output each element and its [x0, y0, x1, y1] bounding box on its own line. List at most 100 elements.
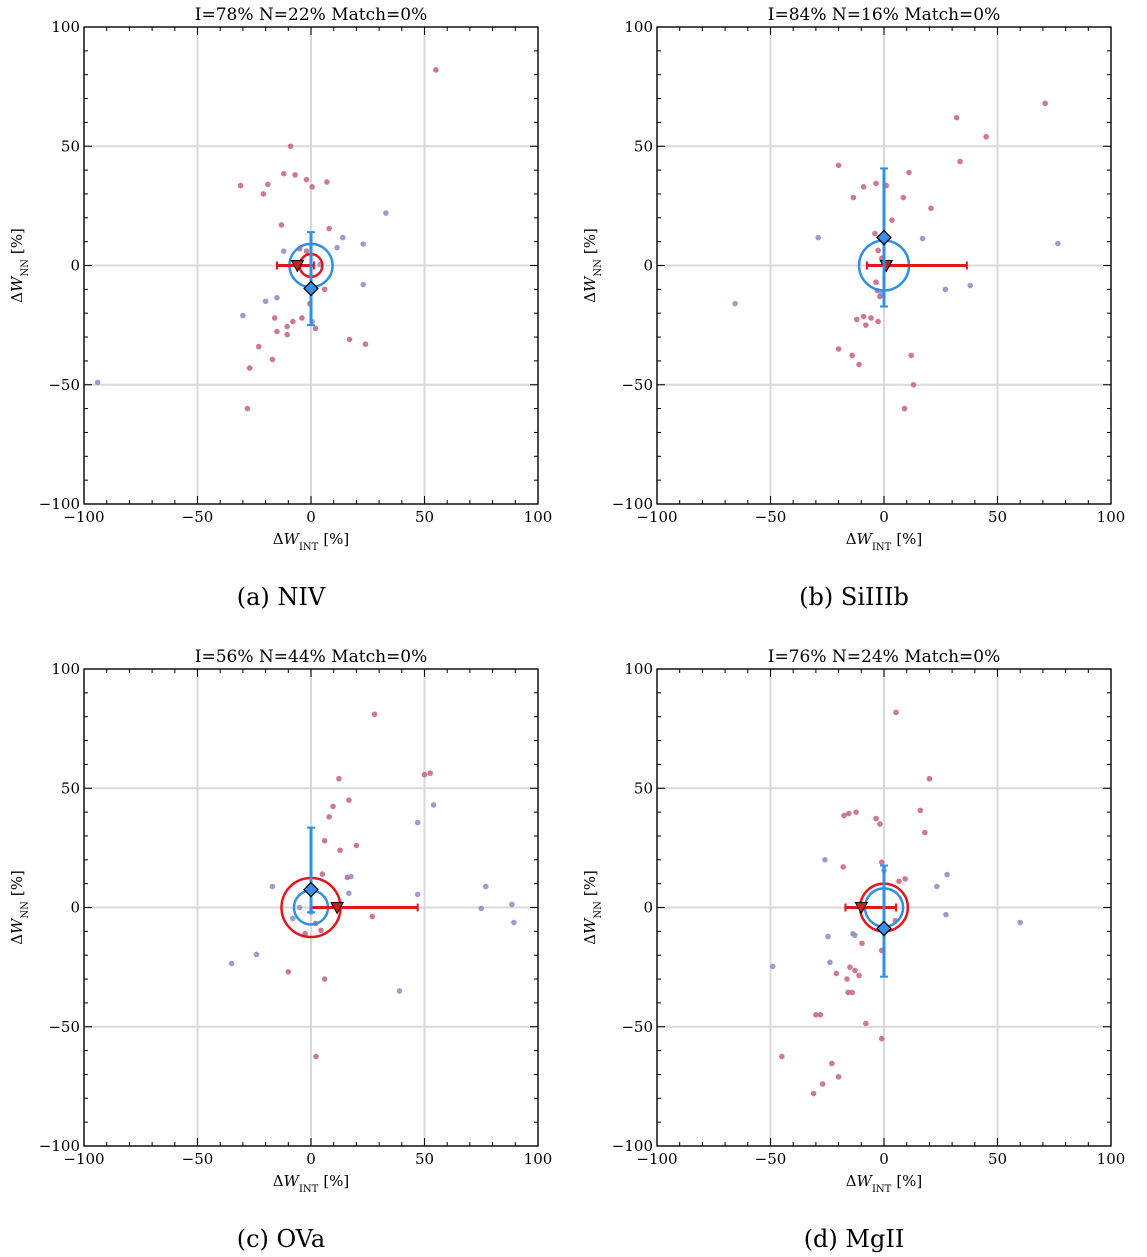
point	[303, 176, 310, 183]
ylabel: ΔWNN [%]	[8, 870, 31, 945]
panel: −100 −50 0 50 100 −100 −50 0 50 100 I=76% N=24% Ma…	[581, 647, 1125, 1253]
point	[852, 967, 858, 974]
point	[430, 802, 437, 808]
point	[369, 913, 376, 920]
point	[835, 346, 842, 352]
panel: −100 −50 0 50 100 −100 −50 0 50 100 I=78% N=22% Ma…	[8, 5, 552, 611]
x-tick-label: −50	[182, 1150, 214, 1168]
point	[860, 313, 867, 320]
point	[840, 864, 846, 870]
point	[917, 807, 924, 814]
point	[318, 927, 324, 934]
y-tick-label: −50	[621, 376, 653, 394]
xlabel-part: Δ	[273, 1172, 284, 1190]
ylabel-part: Δ	[581, 934, 599, 945]
point	[353, 842, 360, 849]
point	[873, 815, 879, 822]
y-tick-label: 0	[643, 257, 653, 275]
y-tick-label: −50	[621, 1018, 653, 1036]
point	[290, 915, 296, 922]
point	[906, 169, 912, 176]
point	[299, 315, 305, 321]
x-tick-label: −100	[63, 1150, 104, 1168]
y-tick-label: 100	[51, 18, 80, 36]
point	[244, 405, 251, 412]
point	[337, 847, 343, 854]
nn-mean-marker	[303, 280, 319, 297]
y-tick-label: −100	[39, 1137, 80, 1155]
point	[900, 194, 907, 201]
point	[877, 821, 883, 827]
ylabel-part: [%]	[581, 870, 599, 896]
point	[983, 133, 989, 140]
point	[769, 963, 776, 970]
point	[859, 940, 865, 947]
ylabel-part: W	[581, 275, 599, 292]
chart-title: I=76% N=24% Match=0%	[768, 647, 1001, 667]
point	[810, 1090, 817, 1097]
ylabel-part: NN	[593, 901, 604, 919]
x-tick-label: −100	[636, 508, 677, 526]
point	[313, 1053, 319, 1060]
point	[237, 182, 244, 189]
point	[321, 837, 328, 844]
xlabel-part: W	[284, 1172, 301, 1190]
point	[856, 361, 862, 368]
point	[280, 170, 287, 177]
point	[779, 1053, 785, 1060]
point	[278, 222, 285, 228]
point	[414, 819, 421, 826]
point	[482, 883, 489, 890]
point	[346, 797, 352, 803]
xlabel-part: INT	[872, 542, 892, 553]
panel: −100 −50 0 50 100 −100 −50 0 50 100 I=56% N=44% Ma…	[8, 647, 552, 1253]
point	[509, 901, 515, 908]
point	[819, 1081, 826, 1087]
point	[942, 286, 949, 293]
point	[371, 711, 378, 718]
point	[901, 405, 908, 412]
point	[285, 969, 292, 975]
xlabel-part: Δ	[846, 530, 857, 548]
x-tick-label: −100	[636, 1150, 677, 1168]
point	[919, 235, 926, 242]
x-tick-label: 0	[879, 1150, 889, 1168]
xlabel-part: [%]	[323, 530, 349, 548]
point	[817, 1012, 824, 1018]
point	[944, 871, 950, 878]
point	[348, 873, 354, 880]
x-tick-label: 50	[415, 508, 434, 526]
x-tick-label: −50	[755, 1150, 787, 1168]
point	[274, 328, 280, 335]
point	[908, 352, 915, 359]
point	[280, 248, 287, 254]
point	[253, 951, 260, 958]
xlabel-part: Δ	[273, 530, 284, 548]
point	[94, 379, 101, 386]
point	[396, 988, 403, 994]
point	[928, 205, 934, 212]
point	[860, 183, 867, 190]
point	[849, 352, 856, 359]
x-tick-label: 0	[306, 508, 316, 526]
point	[246, 365, 253, 371]
point	[875, 318, 881, 325]
point	[841, 812, 847, 819]
point	[271, 315, 278, 321]
point	[414, 891, 421, 898]
point	[240, 312, 246, 319]
point	[228, 960, 235, 967]
point	[330, 803, 336, 810]
xlabel-part: INT	[299, 542, 319, 553]
point	[346, 336, 353, 343]
point	[896, 878, 902, 885]
point	[875, 247, 881, 254]
y-tick-label: −100	[612, 1137, 653, 1155]
y-tick-label: 50	[634, 137, 653, 155]
point	[863, 322, 869, 328]
xlabel: ΔWINT [%]	[846, 1172, 923, 1195]
point	[813, 1012, 819, 1018]
point	[873, 279, 879, 285]
xlabel-part: W	[857, 1172, 874, 1190]
point	[511, 919, 517, 926]
